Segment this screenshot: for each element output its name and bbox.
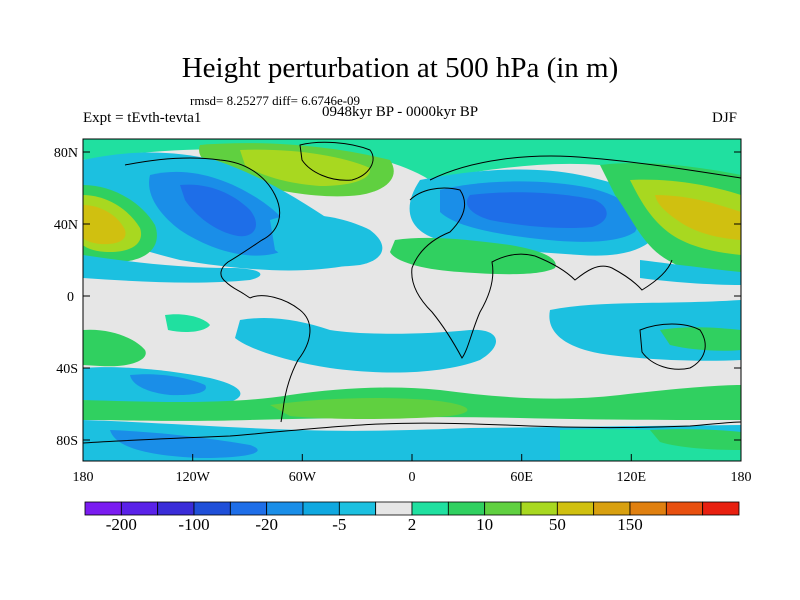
y-label-80s: 80S <box>56 434 78 449</box>
coast-antarctica <box>83 421 741 444</box>
experiment-label: Expt = tEvth-tevta1 <box>83 110 202 126</box>
colorbar-swatch <box>338 501 377 516</box>
y-label-40n: 40N <box>54 218 78 233</box>
positive-anomaly-east-asia-max <box>655 195 741 240</box>
colorbar-label: 10 <box>476 515 494 534</box>
negative-anomaly-atlantic-europe <box>270 214 383 267</box>
coast-eurasia <box>429 155 741 181</box>
colorbar-swatch <box>84 501 122 516</box>
x-label-120w: 120W <box>176 470 211 485</box>
map-title: Height perturbation at 500 hPa (in m) <box>181 52 619 84</box>
colorbar-swatch <box>593 501 631 516</box>
x-label-0: 0 <box>409 470 416 485</box>
y-label-80n: 80N <box>54 146 78 161</box>
colorbar-swatch <box>302 501 340 516</box>
y-axis-labels: 80N 40N 0 40S 80S <box>54 146 78 449</box>
season-label: DJF <box>712 110 738 126</box>
positive-anomaly-australia-east <box>660 327 741 351</box>
colorbar <box>84 501 740 516</box>
coast-south-america <box>249 295 311 423</box>
positive-anomaly-antarctic-east-core <box>650 429 741 450</box>
negative-anomaly-subtropical-east-pacific <box>640 260 741 285</box>
negative-anomaly-south-pacific-core <box>130 374 206 396</box>
colorbar-label: -200 <box>105 515 137 534</box>
colorbar-swatch <box>520 501 558 516</box>
negative-anomaly-eurasia-core <box>466 192 607 229</box>
colorbar-swatch <box>193 501 231 516</box>
rmsd-diff-stats: rmsd= 8.25277 diff= 6.6746e-09 <box>190 93 361 108</box>
positive-anomaly-central-asia <box>390 237 556 275</box>
x-label-60w: 60W <box>289 470 317 485</box>
coastlines <box>83 141 741 444</box>
colorbar-swatch <box>447 501 486 516</box>
coast-australia <box>639 323 706 370</box>
negative-anomaly-subtropical-pacific <box>83 255 261 283</box>
x-axis-labels: 180 120W 60W 0 60E 120E 180 <box>73 470 752 485</box>
colorbar-label: -5 <box>332 515 347 534</box>
coast-greenland <box>299 141 374 181</box>
positive-anomaly-south-pacific-small <box>165 314 210 333</box>
colorbar-swatch <box>702 501 740 516</box>
negative-anomaly-south-atlantic-band <box>235 318 497 373</box>
y-label-40s: 40S <box>56 362 78 377</box>
coast-north-america <box>124 157 280 299</box>
colorbar-swatch <box>665 501 704 516</box>
x-label-120e: 120E <box>617 470 647 485</box>
colorbar-swatch <box>484 501 522 516</box>
colorbar-label: -100 <box>178 515 210 534</box>
coast-africa-europe <box>409 187 536 359</box>
y-axis-ticks <box>83 151 741 441</box>
x-label-180e: 180 <box>731 470 752 485</box>
colorbar-label: 150 <box>617 515 643 534</box>
colorbar-label: 50 <box>548 515 566 534</box>
colorbar-swatch <box>629 501 667 516</box>
height-perturbation-field <box>83 139 741 461</box>
y-label-0: 0 <box>67 290 74 305</box>
positive-anomaly-north-pacific-west-max <box>83 205 126 245</box>
period-label: 0948kyr BP - 0000kyr BP <box>322 104 479 120</box>
colorbar-label: -20 <box>255 515 278 534</box>
colorbar-swatch <box>266 501 304 516</box>
positive-anomaly-southern-ocean-core <box>270 397 468 419</box>
negative-anomaly-antarctic-core <box>110 430 258 458</box>
positive-anomaly-greenland-core <box>240 149 371 186</box>
x-label-180w: 180 <box>73 470 94 485</box>
coast-asia-south <box>534 255 673 291</box>
colorbar-swatch <box>229 501 268 516</box>
x-axis-ticks <box>82 454 742 461</box>
colorbar-swatch <box>411 501 449 516</box>
colorbar-swatch <box>556 501 595 516</box>
x-label-60e: 60E <box>510 470 533 485</box>
colorbar-swatch <box>375 501 413 516</box>
colorbar-label: 2 <box>407 515 417 534</box>
colorbar-swatch <box>120 501 159 516</box>
colorbar-swatch <box>157 501 195 516</box>
positive-anomaly-south-pacific-west <box>83 329 146 367</box>
positive-anomaly-arctic-band <box>83 139 741 190</box>
negative-anomaly-north-america-core <box>180 184 257 237</box>
